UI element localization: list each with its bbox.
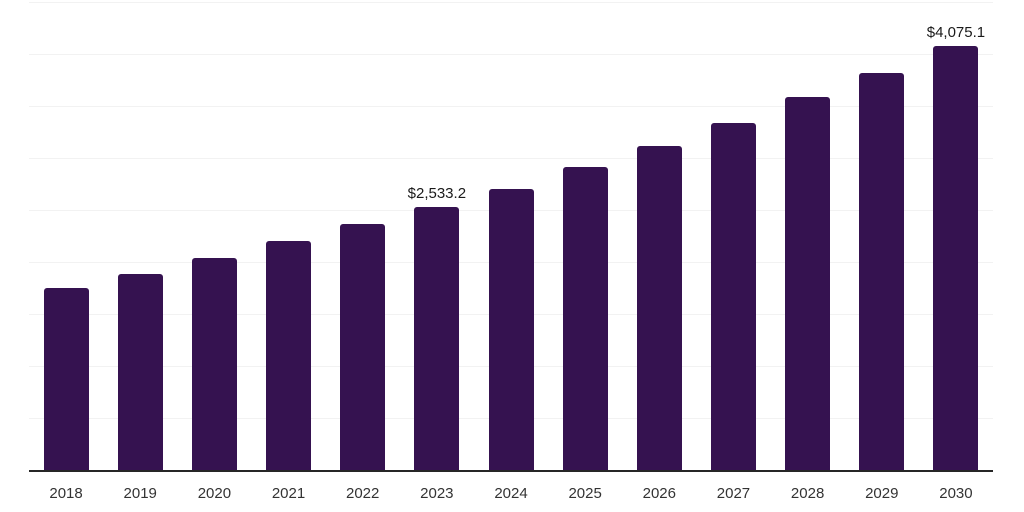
bar-2028: [785, 96, 831, 470]
x-tick-label-2023: 2023: [420, 485, 454, 502]
x-axis-line: [29, 470, 993, 472]
x-tick-label-2027: 2027: [716, 485, 751, 502]
bar-2020: [191, 258, 237, 470]
x-tick-label-2021: 2021: [271, 485, 306, 502]
x-tick-label-2024: 2024: [494, 485, 528, 502]
data-label-2023: $2,533.2: [407, 184, 467, 202]
bar-2019: [117, 274, 163, 470]
bar-2027: [710, 122, 756, 470]
x-tick-label-2025: 2025: [568, 485, 602, 502]
gridline-3000: [29, 158, 993, 159]
bar-2026: [636, 145, 682, 470]
bar-2030: [933, 46, 979, 470]
x-tick-label-2026: 2026: [642, 485, 676, 502]
bar-2018: [43, 288, 89, 470]
bar-2023: [414, 206, 460, 470]
x-tick-label-2029: 2029: [865, 485, 899, 502]
x-tick-label-2018: 2018: [49, 485, 83, 502]
bar-2029: [859, 73, 905, 470]
x-tick-label-2022: 2022: [346, 485, 380, 502]
data-label-2030: $4,075.1: [926, 24, 986, 42]
bar-2025: [562, 166, 608, 470]
gridline-4000: [29, 54, 993, 55]
bar-2021: [266, 241, 312, 470]
bar-2024: [488, 188, 534, 470]
x-tick-label-2019: 2019: [123, 485, 157, 502]
gridline-3500: [29, 106, 993, 107]
x-tick-label-2028: 2028: [790, 485, 825, 502]
x-tick-label-2030: 2030: [939, 485, 973, 502]
bar-2022: [340, 224, 386, 470]
gridline-4500: [29, 2, 993, 3]
x-tick-label-2020: 2020: [197, 485, 232, 502]
